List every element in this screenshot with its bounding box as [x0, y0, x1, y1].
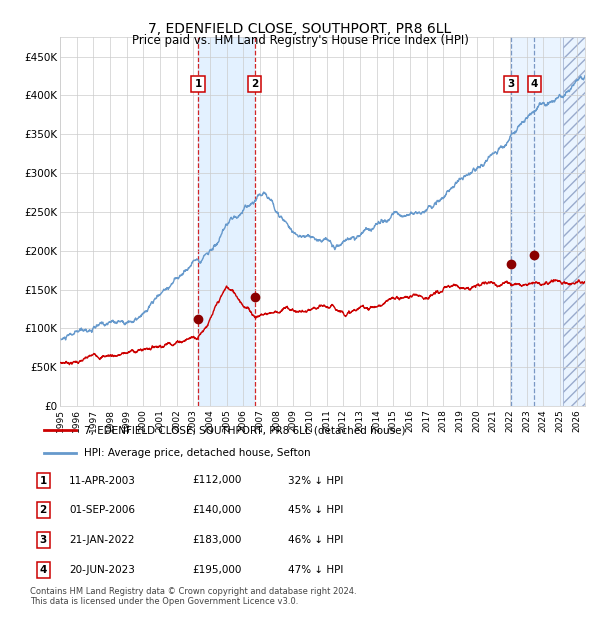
Text: 4: 4: [40, 565, 47, 575]
Bar: [563, 37, 585, 406]
Text: £195,000: £195,000: [192, 565, 241, 575]
Text: 3: 3: [40, 535, 47, 545]
Text: Price paid vs. HM Land Registry's House Price Index (HPI): Price paid vs. HM Land Registry's House …: [131, 34, 469, 47]
Text: 20-JUN-2023: 20-JUN-2023: [69, 565, 135, 575]
Text: £183,000: £183,000: [192, 535, 241, 545]
Text: 1: 1: [194, 79, 202, 89]
Text: £112,000: £112,000: [192, 476, 241, 485]
Text: 47% ↓ HPI: 47% ↓ HPI: [288, 565, 343, 575]
Text: 7, EDENFIELD CLOSE, SOUTHPORT, PR8 6LL: 7, EDENFIELD CLOSE, SOUTHPORT, PR8 6LL: [148, 22, 452, 36]
Text: 11-APR-2003: 11-APR-2003: [69, 476, 136, 485]
Text: 2: 2: [40, 505, 47, 515]
Text: 1: 1: [40, 476, 47, 485]
Text: 46% ↓ HPI: 46% ↓ HPI: [288, 535, 343, 545]
Text: 21-JAN-2022: 21-JAN-2022: [69, 535, 134, 545]
Text: £140,000: £140,000: [192, 505, 241, 515]
Bar: [198, 37, 254, 406]
Text: 3: 3: [508, 79, 515, 89]
Text: 32% ↓ HPI: 32% ↓ HPI: [288, 476, 343, 485]
Text: HPI: Average price, detached house, Sefton: HPI: Average price, detached house, Seft…: [84, 448, 311, 458]
Text: 4: 4: [531, 79, 538, 89]
Bar: [511, 37, 585, 406]
Text: 2: 2: [251, 79, 258, 89]
Text: 01-SEP-2006: 01-SEP-2006: [69, 505, 135, 515]
Text: 7, EDENFIELD CLOSE, SOUTHPORT, PR8 6LL (detached house): 7, EDENFIELD CLOSE, SOUTHPORT, PR8 6LL (…: [84, 425, 406, 435]
Text: 45% ↓ HPI: 45% ↓ HPI: [288, 505, 343, 515]
Text: Contains HM Land Registry data © Crown copyright and database right 2024.
This d: Contains HM Land Registry data © Crown c…: [30, 587, 356, 606]
